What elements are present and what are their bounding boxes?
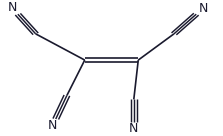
Text: N: N [129, 122, 138, 135]
Text: N: N [7, 1, 17, 14]
Text: N: N [198, 2, 208, 15]
Text: N: N [48, 119, 57, 132]
